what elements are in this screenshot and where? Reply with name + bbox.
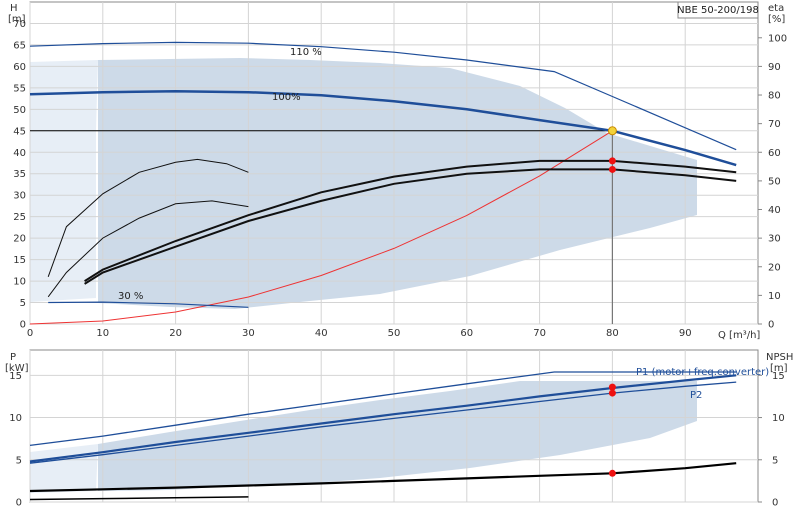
top-x-ticks: 0 10 20 30 40 50 60 70 80 90: [27, 328, 692, 339]
npsh-tick-label: 10: [772, 413, 785, 424]
efficiency-curve: [47, 158, 249, 277]
y2-tick-label: 100: [768, 33, 787, 44]
y2-axis-unit: [%]: [768, 14, 785, 25]
y-tick-label: 0: [20, 320, 26, 331]
x-tick-label: 60: [460, 328, 473, 339]
power-range-region: [98, 381, 697, 491]
head-curve: [29, 90, 737, 167]
bottom-markers: [608, 383, 616, 477]
top-y2-ticks: 0 10 20 30 40 50 60 70 80 90 100: [758, 33, 787, 331]
bottom-series: [29, 371, 737, 501]
efficiency-marker: [608, 157, 616, 165]
x-tick-label: 20: [169, 328, 182, 339]
x-tick-label: 50: [388, 328, 401, 339]
y2-tick-label: 60: [768, 148, 781, 159]
bottom-y2-ticks: 0 5 10 15: [758, 371, 785, 509]
power-npsh-panel: 0 5 10 15 0 5 10 15: [9, 349, 785, 509]
label-110: 110 %: [290, 47, 322, 58]
top-markers: [607, 126, 617, 173]
p-tick-label: 15: [9, 371, 22, 382]
x-tick-label: 90: [679, 328, 692, 339]
x-tick-label: 40: [315, 328, 328, 339]
y-tick-label: 40: [13, 148, 26, 159]
y-tick-label: 25: [13, 212, 26, 223]
head-efficiency-panel: 0 10 20 30 40 50 60 70 80 90 0 5 10 15 20 25 30 35 40 45 50…: [13, 1, 787, 339]
y-tick-label: 60: [13, 62, 26, 73]
npsh-tick-label: 5: [772, 455, 778, 466]
chart-title: NBE 50-200/198: [677, 5, 759, 16]
label-30: 30 %: [118, 291, 143, 302]
legend-p1: P1 (motor+freq.converter): [636, 367, 769, 378]
legend-p2: P2: [690, 390, 702, 401]
p-axis-unit: [kW]: [5, 363, 29, 374]
top-series: [29, 41, 737, 325]
power-curve: [29, 371, 737, 447]
y-tick-label: 10: [13, 277, 26, 288]
power-low-region: [30, 444, 98, 493]
y2-tick-label: 70: [768, 119, 781, 130]
y2-tick-label: 50: [768, 176, 781, 187]
p-tick-label: 10: [9, 413, 22, 424]
npsh-curve: [29, 496, 249, 501]
operating-point-marker: [607, 126, 617, 136]
npsh-tick-label: 0: [772, 498, 778, 509]
y2-tick-label: 40: [768, 205, 781, 216]
y-tick-label: 20: [13, 234, 26, 245]
bottom-y-ticks: 0 5 10 15: [9, 371, 22, 509]
power-marker: [608, 469, 616, 477]
y-tick-label: 55: [13, 83, 26, 94]
power-marker: [608, 389, 616, 397]
efficiency-marker: [608, 165, 616, 173]
y-tick-label: 30: [13, 191, 26, 202]
npsh-axis-label: NPSH: [766, 352, 793, 363]
y-tick-label: 35: [13, 169, 26, 180]
power-marker: [608, 383, 616, 391]
p-tick-label: 0: [16, 498, 22, 509]
head-curve: [48, 301, 249, 308]
npsh-curve: [29, 462, 737, 493]
top-grid: [29, 2, 758, 325]
y2-tick-label: 30: [768, 234, 781, 245]
efficiency-curve: [84, 159, 737, 282]
efficiency-curve: [47, 200, 249, 298]
y-axis-unit: [m]: [8, 14, 26, 25]
x-axis-label: Q [m³/h]: [718, 330, 760, 341]
y-axis-label: H: [10, 3, 18, 14]
label-100: 100%: [272, 92, 301, 103]
y-tick-label: 50: [13, 105, 26, 116]
bottom-grid: [29, 350, 758, 503]
y-tick-label: 5: [20, 298, 26, 309]
y-tick-label: 15: [13, 255, 26, 266]
npsh-axis-unit: [m]: [770, 363, 788, 374]
efficiency-curve: [84, 168, 737, 285]
p-axis-label: P: [10, 352, 16, 363]
x-tick-label: 30: [242, 328, 255, 339]
x-tick-label: 10: [96, 328, 109, 339]
x-tick-label: 70: [533, 328, 546, 339]
y2-tick-label: 20: [768, 262, 781, 273]
y-tick-label: 45: [13, 126, 26, 137]
p-tick-label: 5: [16, 455, 22, 466]
top-y-ticks: 0 5 10 15 20 25 30 35 40 45 50 55 60 65 70: [13, 19, 26, 331]
y2-axis-label: eta: [768, 3, 784, 14]
y2-tick-label: 0: [768, 320, 774, 331]
power-curve: [29, 381, 737, 464]
title-box: [677, 1, 759, 19]
low-speed-region: [30, 60, 98, 302]
npsh-tick-label: 15: [772, 371, 785, 382]
y2-tick-label: 80: [768, 91, 781, 102]
y-tick-label: 70: [13, 19, 26, 30]
head-curve: [29, 41, 737, 151]
y2-tick-label: 10: [768, 291, 781, 302]
power-curve: [29, 374, 737, 463]
system-curve: [29, 130, 613, 325]
x-tick-label: 0: [27, 328, 33, 339]
y2-tick-label: 90: [768, 62, 781, 73]
y-tick-label: 65: [13, 40, 26, 51]
x-tick-label: 80: [606, 328, 619, 339]
